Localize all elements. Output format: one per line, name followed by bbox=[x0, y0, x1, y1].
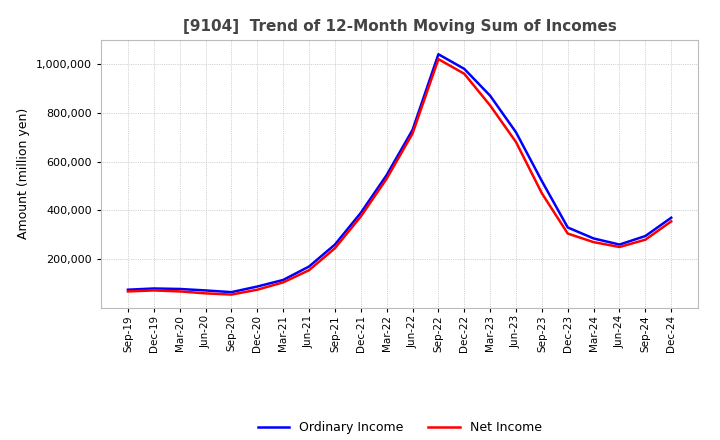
Net Income bbox=[538, 191, 546, 196]
Net Income bbox=[667, 219, 675, 224]
Line: Ordinary Income: Ordinary Income bbox=[128, 54, 671, 292]
Ordinary Income bbox=[330, 242, 339, 247]
Ordinary Income bbox=[176, 286, 184, 292]
Ordinary Income bbox=[538, 179, 546, 184]
Ordinary Income bbox=[305, 264, 313, 269]
Net Income bbox=[279, 280, 287, 285]
Net Income bbox=[330, 246, 339, 251]
Net Income bbox=[305, 268, 313, 273]
Ordinary Income bbox=[279, 277, 287, 282]
Net Income bbox=[253, 287, 261, 292]
Ordinary Income bbox=[667, 215, 675, 220]
Net Income bbox=[356, 214, 365, 219]
Ordinary Income bbox=[434, 51, 443, 57]
Net Income bbox=[564, 231, 572, 236]
Ordinary Income bbox=[227, 290, 235, 295]
Ordinary Income bbox=[253, 284, 261, 289]
Ordinary Income bbox=[486, 93, 495, 99]
Title: [9104]  Trend of 12-Month Moving Sum of Incomes: [9104] Trend of 12-Month Moving Sum of I… bbox=[183, 19, 616, 34]
Ordinary Income bbox=[408, 127, 417, 132]
Net Income bbox=[176, 289, 184, 294]
Ordinary Income bbox=[589, 236, 598, 241]
Net Income bbox=[589, 239, 598, 245]
Ordinary Income bbox=[615, 242, 624, 247]
Net Income bbox=[408, 131, 417, 136]
Y-axis label: Amount (million yen): Amount (million yen) bbox=[17, 108, 30, 239]
Net Income bbox=[615, 244, 624, 249]
Net Income bbox=[382, 176, 391, 181]
Ordinary Income bbox=[512, 130, 521, 135]
Ordinary Income bbox=[641, 233, 649, 238]
Net Income bbox=[641, 237, 649, 242]
Ordinary Income bbox=[202, 288, 210, 293]
Ordinary Income bbox=[150, 286, 158, 291]
Net Income bbox=[460, 71, 469, 77]
Ordinary Income bbox=[460, 66, 469, 72]
Ordinary Income bbox=[356, 210, 365, 216]
Net Income bbox=[124, 289, 132, 294]
Net Income bbox=[227, 292, 235, 297]
Ordinary Income bbox=[124, 287, 132, 292]
Net Income bbox=[434, 56, 443, 62]
Net Income bbox=[202, 291, 210, 296]
Ordinary Income bbox=[382, 172, 391, 178]
Line: Net Income: Net Income bbox=[128, 59, 671, 295]
Net Income bbox=[150, 288, 158, 293]
Legend: Ordinary Income, Net Income: Ordinary Income, Net Income bbox=[253, 416, 546, 439]
Ordinary Income bbox=[564, 225, 572, 230]
Net Income bbox=[486, 103, 495, 108]
Net Income bbox=[512, 139, 521, 145]
